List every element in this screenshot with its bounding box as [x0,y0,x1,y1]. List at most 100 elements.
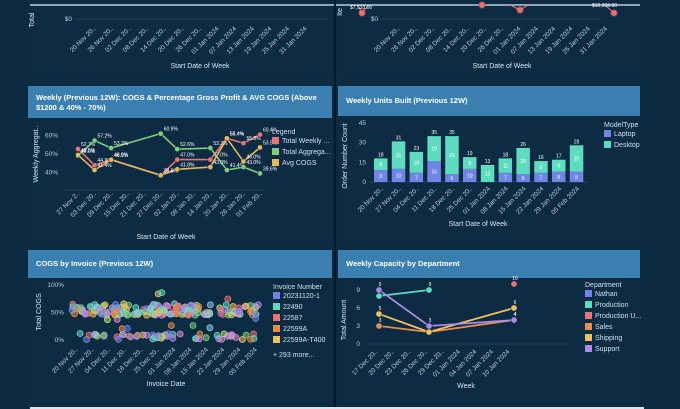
data-point [238,336,246,343]
series-line [605,5,615,14]
legend-item: 20231120-1 [283,293,320,300]
y-axis-title: Total COGS [36,293,43,331]
legend-item: Shipping [595,335,622,342]
data-point [166,310,174,318]
data-label: 10 [512,276,518,282]
data-point [478,1,486,9]
bar-segment-desktop [374,158,388,171]
panel-title: Weekly Capacity by Department [338,250,640,278]
bar-segment-desktop [427,136,441,162]
data-point [157,172,164,179]
data-point [224,135,230,142]
data-point [115,335,122,343]
data-point [91,167,98,173]
bar-segment-desktop [391,141,406,169]
bar-segment-laptop [409,172,424,182]
cogs-weekly-chart[interactable]: Weekly Aggregat.. 40%50%60%27 Nov 2..03 D… [28,86,332,244]
data-label: 46.9% [114,153,129,159]
y-axis-title: Weekly Aggregat.. [33,126,40,183]
y-axis-title: Ite [337,8,344,16]
bar-value-label: 11 [503,164,508,170]
legend-item: Sales [595,324,613,331]
legend-swatch [604,130,611,137]
data-label: 55.8% [246,136,261,142]
legend-swatch [272,137,279,144]
data-point [207,164,214,170]
data-label: 49.5% [81,148,96,154]
bar-total-label: 23 [414,146,420,152]
data-point [173,310,181,318]
capacity-chart[interactable]: Total Amount0369891032452693417 Dec 20..… [338,250,641,405]
y-tick-label: 40% [45,170,58,177]
bar-total-label: 26 [520,142,526,148]
bar-value-label: 10 [467,173,473,179]
legend-swatch [272,159,279,166]
legend-item: Total Aggrega... [282,149,331,156]
legend-swatch [273,325,280,332]
data-point [127,333,135,341]
data-point [119,308,127,315]
legend-title: ModelType [604,122,638,129]
bar-value-label: 29 [449,153,455,159]
data-label: 9 [379,282,382,288]
data-point [242,331,250,339]
data-label: 44.9% [98,158,113,164]
data-point [134,309,141,316]
capacity-panel: Weekly Capacity by Department Total Amou… [338,250,641,405]
data-point [196,330,204,338]
data-label: 53.2% [114,141,129,147]
data-point [75,152,81,158]
data-label: 47.0% [180,153,195,159]
data-point [189,322,197,329]
data-label: 41.4% [98,163,113,169]
bar-segment-laptop [427,161,441,182]
y-tick-label: 9 [356,287,360,294]
data-label: 49.0% [81,149,96,155]
legend-title: Legend [272,129,295,136]
bottom-panel-edge [30,407,644,409]
bar-segment-desktop [480,164,495,182]
data-point [202,311,210,318]
top-left-panel: Total $0 20 Nov 20.. 26 Nov 20.. 02 Dec 20..… [28,6,332,78]
bar-value-label: 8 [557,175,560,181]
y-tick-label: 60% [45,132,58,139]
units-built-panel: Weekly Units Built (Previous 12W) Order … [338,86,640,244]
y-tick-label: 100% [47,282,64,289]
data-label: 47.0% [213,153,228,159]
data-label: 3 [429,318,432,324]
data-label: 46.0% [246,154,261,160]
data-label: 58.4% [230,131,245,137]
data-label: 6 [514,300,517,306]
bar-value-label: 13 [485,171,491,177]
legend-more-link[interactable]: + 293 more... [273,352,314,359]
data-label: $10,999.00 [592,3,617,9]
x-axis-title: Start Date of Week [448,221,508,228]
legend-item: Total Weekly ... [282,138,329,145]
data-label: 39.6% [263,166,278,172]
data-point [108,156,114,163]
bar-segment-desktop [445,136,459,175]
bar-total-label: 17 [556,154,562,160]
panel-title: Weekly Units Built (Previous 12W) [338,86,640,116]
data-point [213,332,221,339]
data-point [104,316,111,324]
bar-segment-laptop [374,170,388,182]
legend-swatch [272,148,279,155]
data-label: 60.4% [263,128,278,134]
data-point [375,310,383,318]
data-point [124,311,131,319]
data-point [100,331,108,339]
data-label: 43.0% [213,160,228,166]
data-point [247,336,255,343]
y-tick-label: 50% [45,151,58,158]
data-label: 53.2% [213,141,228,147]
data-point [165,330,172,337]
bar-value-label: 6 [451,176,454,182]
data-point [85,331,93,339]
units-built-chart[interactable]: Order Number Count 0 15 30 45 9 9 18 10 21 31 7 16 23… [338,86,640,244]
data-point [149,335,157,343]
series-line [357,5,369,14]
bar-segment-desktop [516,147,530,175]
bar-value-label: 20 [574,156,580,162]
